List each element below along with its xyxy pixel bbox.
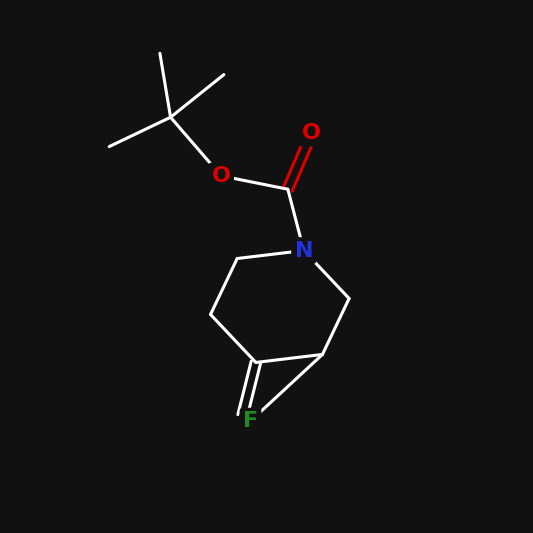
Text: O: O	[212, 166, 231, 186]
Text: F: F	[243, 411, 258, 431]
Text: N: N	[295, 240, 313, 261]
Text: O: O	[302, 123, 321, 143]
